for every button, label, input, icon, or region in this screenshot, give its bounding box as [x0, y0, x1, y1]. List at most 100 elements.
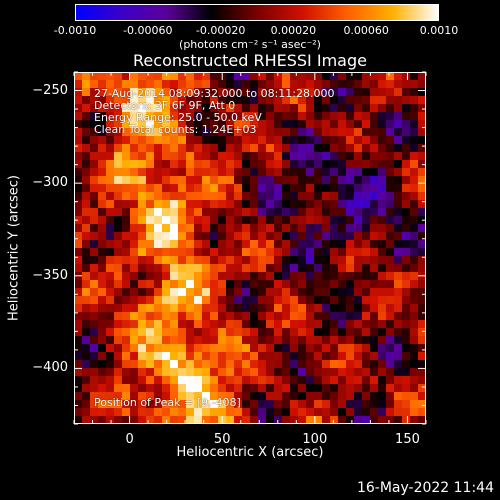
heatmap-cell [378, 376, 387, 385]
heatmap-cell [106, 160, 115, 169]
heatmap-cell [130, 200, 139, 209]
heatmap-cell [322, 384, 331, 393]
heatmap-cell [90, 96, 99, 105]
heatmap-cell [378, 368, 387, 377]
heatmap-cell [290, 160, 299, 169]
heatmap-cell [242, 120, 251, 129]
heatmap-cell [314, 192, 323, 201]
heatmap-cell [194, 400, 203, 409]
heatmap-cell [258, 360, 267, 369]
heatmap-cell [122, 184, 131, 193]
heatmap-cell [330, 104, 339, 113]
heatmap-cell [250, 416, 259, 424]
heatmap-cell [306, 360, 315, 369]
heatmap-cell [338, 376, 347, 385]
heatmap-cell [346, 80, 355, 89]
heatmap-cell [258, 240, 267, 249]
heatmap-cell [82, 264, 91, 273]
heatmap-cell [418, 80, 426, 89]
heatmap-cell [282, 256, 291, 265]
heatmap-cell [186, 104, 195, 113]
heatmap-cell [386, 160, 395, 169]
heatmap-cell [274, 168, 283, 177]
heatmap-cell [242, 184, 251, 193]
heatmap-cell [298, 224, 307, 233]
heatmap-cell [114, 144, 123, 153]
heatmap-cell [354, 152, 363, 161]
heatmap-cell [346, 288, 355, 297]
heatmap-cell [162, 352, 171, 361]
heatmap-cell [418, 88, 426, 97]
heatmap-cell [402, 416, 411, 424]
heatmap-cell [298, 336, 307, 345]
heatmap-cell [362, 296, 371, 305]
heatmap-cell [98, 328, 107, 337]
heatmap-cell [306, 240, 315, 249]
heatmap-cell [410, 104, 419, 113]
heatmap-cell [298, 408, 307, 417]
heatmap-cell [410, 120, 419, 129]
heatmap-cell [290, 88, 299, 97]
heatmap-cell [74, 72, 83, 81]
heatmap-cell [282, 104, 291, 113]
heatmap-cell [250, 328, 259, 337]
heatmap-cell [362, 112, 371, 121]
heatmap-cell [74, 280, 83, 289]
heatmap-cell [322, 376, 331, 385]
heatmap-cell [322, 416, 331, 424]
heatmap-cell [346, 296, 355, 305]
heatmap-cell [202, 312, 211, 321]
heatmap-cell [218, 208, 227, 217]
heatmap-cell [410, 336, 419, 345]
heatmap-cell [274, 224, 283, 233]
heatmap-cell [106, 208, 115, 217]
heatmap-cell [402, 248, 411, 257]
heatmap-cell [114, 344, 123, 353]
heatmap-cell [306, 192, 315, 201]
heatmap-cell [194, 296, 203, 305]
heatmap-cell [346, 128, 355, 137]
heatmap-cell [178, 160, 187, 169]
heatmap-cell [130, 72, 139, 81]
heatmap-cell [170, 160, 179, 169]
heatmap-cell [258, 208, 267, 217]
heatmap-cell [82, 184, 91, 193]
heatmap-cell [154, 112, 163, 121]
heatmap-cell [298, 112, 307, 121]
heatmap-cell [250, 304, 259, 313]
heatmap-cell [274, 384, 283, 393]
heatmap-cell [98, 376, 107, 385]
heatmap-cell [338, 264, 347, 273]
heatmap-cell [370, 328, 379, 337]
heatmap-cell [306, 312, 315, 321]
heatmap-cell [282, 208, 291, 217]
heatmap-cell [82, 304, 91, 313]
heatmap-cell [114, 88, 123, 97]
heatmap-cell [146, 296, 155, 305]
heatmap-cell [202, 408, 211, 417]
heatmap-cell [314, 200, 323, 209]
heatmap-cell [74, 128, 83, 137]
heatmap-cell [90, 200, 99, 209]
heatmap-cell [402, 200, 411, 209]
heatmap-cell [122, 344, 131, 353]
heatmap-cell [138, 256, 147, 265]
heatmap-cell [82, 248, 91, 257]
heatmap-cell [314, 272, 323, 281]
heatmap-cell [74, 120, 83, 129]
heatmap-cell [162, 200, 171, 209]
heatmap-cell [186, 304, 195, 313]
heatmap-cell [394, 288, 403, 297]
heatmap-cell [346, 120, 355, 129]
heatmap-cell [266, 280, 275, 289]
heatmap-cell [234, 248, 243, 257]
heatmap-cell [418, 200, 426, 209]
heatmap-cell [346, 192, 355, 201]
heatmap-cell [362, 224, 371, 233]
heatmap-cell [194, 376, 203, 385]
heatmap-cell [154, 256, 163, 265]
heatmap-cell [138, 152, 147, 161]
heatmap-cell [290, 176, 299, 185]
heatmap-cell [266, 184, 275, 193]
heatmap-cell [354, 136, 363, 145]
